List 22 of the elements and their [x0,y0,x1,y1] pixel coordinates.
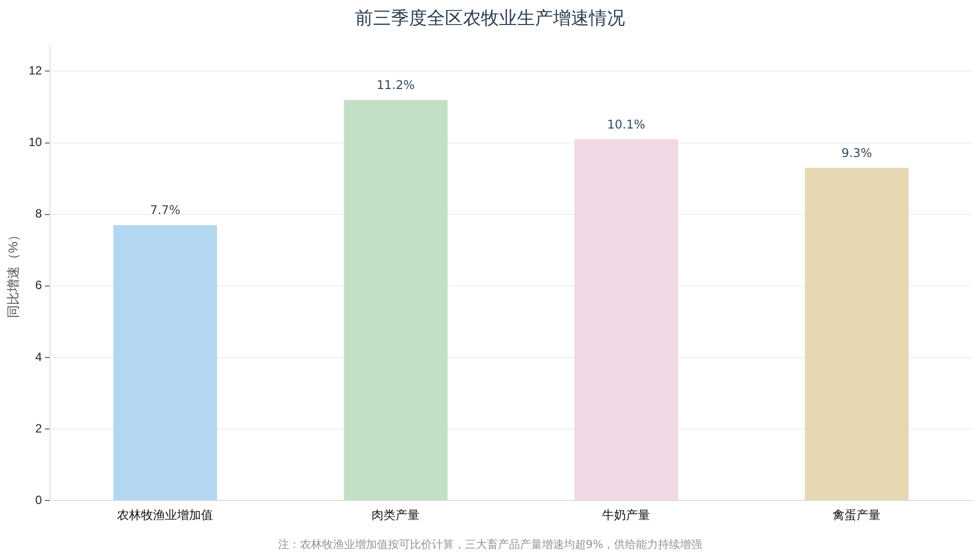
data-label: 11.2% [376,78,415,92]
text: 注：农林牧渔业增加值按可比价计算，三大畜产品产量增速均超9%，供给能力持续增强 [276,537,704,552]
y-tick-label: 12 [28,64,42,78]
y-tick-label: 8 [35,206,42,221]
data-label: 10.1% [607,117,646,132]
y-tick-label: 6 [35,278,42,292]
x-tick-label: 肉类产量 [372,508,420,522]
y-tick-label: 2 [35,421,42,436]
y-tick-label: 10 [28,135,42,150]
y-tick-label: 0 [35,492,42,507]
chart-title: 前三季度全区农牧业生产增速情况 [354,7,626,30]
data-label: 9.3% [841,146,872,160]
y-tick-label: 4 [35,350,42,364]
bar [113,225,218,500]
bar [344,100,448,500]
bar [804,168,909,500]
data-label: 7.7% [150,203,180,218]
y-axis-title: 同比增速（%） [5,228,20,318]
x-tick-label: 禽蛋产量 [832,508,881,522]
x-tick-label: 农林牧渔业增加值 [117,508,214,522]
bar [574,139,678,500]
x-tick-label: 牛奶产量 [602,508,650,522]
